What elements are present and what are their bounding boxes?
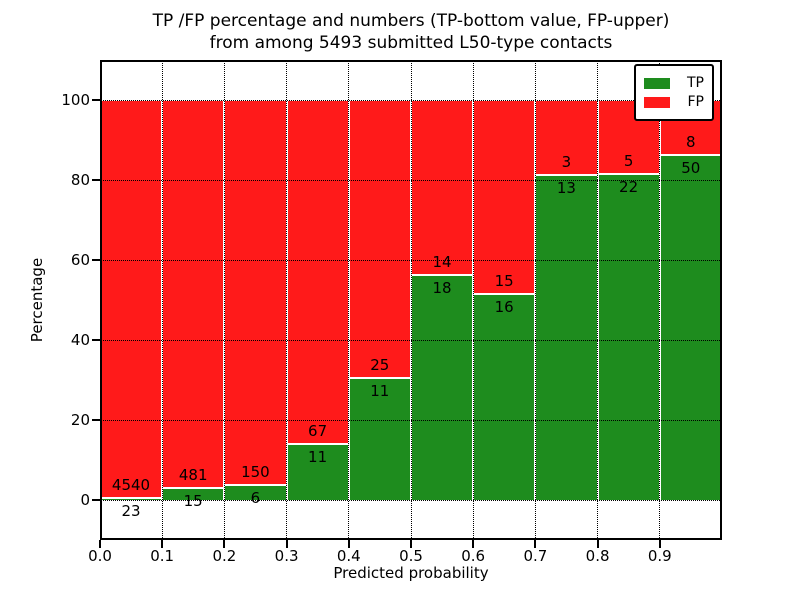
fp-count-label: 15 [494, 271, 514, 290]
x-tick-mark [99, 540, 101, 548]
plot-area: TP FP 4540 23 481 15 150 6 67 11 25 11 14 18 15 16 3 13… [61, 60, 722, 565]
x-tick-label: 0.6 [461, 547, 486, 565]
x-tick-mark [658, 540, 661, 548]
fp-count-label: 5 [623, 152, 634, 170]
x-gridline [410, 60, 412, 540]
y-tick-label: 60 [70, 251, 90, 269]
chart-title: TP /FP percentage and numbers (TP-bottom… [100, 10, 722, 54]
tp-count-label: 18 [432, 279, 452, 298]
fp-count-label: 150 [241, 462, 270, 481]
x-tick-label: 0.9 [647, 547, 672, 565]
fp-bar-segment [100, 100, 163, 498]
x-tick-label: 0.8 [585, 547, 610, 565]
x-tick-mark [472, 540, 475, 548]
y-tick-label: 0 [80, 491, 90, 509]
tp-count-label: 11 [370, 381, 390, 400]
tp-bar-segment [348, 377, 411, 500]
y-tick-mark [92, 419, 100, 421]
tp-legend-swatch [644, 77, 670, 89]
fp-count-label: 14 [432, 253, 452, 272]
fp-count-label: 25 [370, 355, 390, 374]
x-gridline [161, 60, 163, 540]
fp-bar-segment [473, 100, 536, 294]
x-tick-mark [347, 540, 350, 548]
chart-title-line2: from among 5493 submitted L50-type conta… [209, 33, 613, 53]
y-tick-mark [92, 339, 100, 341]
tp-bar-segment [162, 488, 225, 500]
fp-count-label: 3 [561, 153, 572, 172]
tp-count-label: 15 [183, 492, 203, 510]
tp-bar-segment [286, 443, 349, 500]
fp-bar-segment [411, 100, 474, 276]
tp-bar-segment [597, 174, 660, 500]
tp-bar-segment [224, 484, 287, 500]
x-tick-label: 0.3 [274, 547, 299, 565]
y-tick-mark [92, 499, 100, 501]
tp-count-label: 6 [250, 488, 261, 507]
fp-bar-segment [224, 100, 287, 485]
tp-count-label: 16 [494, 297, 514, 316]
tp-count-label: 22 [619, 178, 639, 196]
x-tick-mark [161, 540, 164, 548]
x-tick-mark [285, 540, 288, 548]
x-tick-label: 0.2 [212, 547, 237, 565]
fp-bar-segment [597, 100, 660, 174]
y-tick-mark [92, 99, 100, 101]
tp-bar-segment [659, 155, 722, 500]
x-tick-mark [596, 540, 599, 548]
fp-count-label: 8 [686, 133, 696, 152]
tp-count-label: 23 [121, 502, 141, 520]
tp-bar-segment [411, 275, 474, 500]
fp-legend-label: FP [687, 94, 705, 110]
tp-bar-segment [535, 175, 598, 500]
legend-item-tp: TP [644, 75, 704, 91]
x-tick-label: 0.7 [523, 547, 548, 565]
x-gridline [472, 60, 474, 540]
tp-count-label: 11 [308, 447, 328, 466]
y-axis-label: Percentage [28, 257, 46, 343]
fp-bar-segment [162, 100, 225, 488]
fp-bar-segment [535, 100, 598, 176]
x-gridline [223, 60, 225, 540]
y-tick-label: 40 [70, 331, 90, 349]
x-gridline [659, 60, 661, 540]
x-gridline [348, 60, 350, 540]
y-tick-mark [92, 179, 100, 181]
y-tick-label: 100 [61, 91, 90, 109]
x-gridline [286, 60, 288, 540]
x-tick-label: 0.1 [150, 547, 175, 565]
y-tick-label: 80 [70, 171, 90, 189]
x-tick-mark [223, 540, 226, 548]
fp-bar-segment [348, 100, 411, 378]
x-tick-label: 0.4 [336, 547, 361, 565]
fp-count-label: 4540 [111, 476, 151, 494]
tp-legend-label: TP [687, 75, 704, 91]
x-tick-label: 0.0 [88, 547, 112, 565]
x-gridline [534, 60, 536, 540]
fp-count-label: 67 [308, 421, 328, 440]
y-tick-label: 20 [70, 411, 90, 429]
chart-title-line1: TP /FP percentage and numbers (TP-bottom… [152, 11, 670, 31]
tp-count-label: 13 [556, 179, 576, 198]
fp-legend-swatch [644, 96, 670, 108]
x-tick-mark [410, 540, 412, 548]
fp-count-label: 481 [178, 466, 208, 484]
x-tick-label: 0.5 [399, 547, 423, 565]
tp-count-label: 50 [681, 159, 701, 178]
tp-bar-segment [473, 293, 536, 500]
fp-bar-segment [286, 100, 349, 444]
legend: TP FP [634, 64, 714, 121]
x-axis-label: Predicted probability [333, 564, 489, 582]
y-tick-mark [92, 259, 100, 261]
x-gridline [597, 60, 599, 540]
legend-item-fp: FP [644, 94, 704, 110]
x-tick-mark [534, 540, 537, 548]
